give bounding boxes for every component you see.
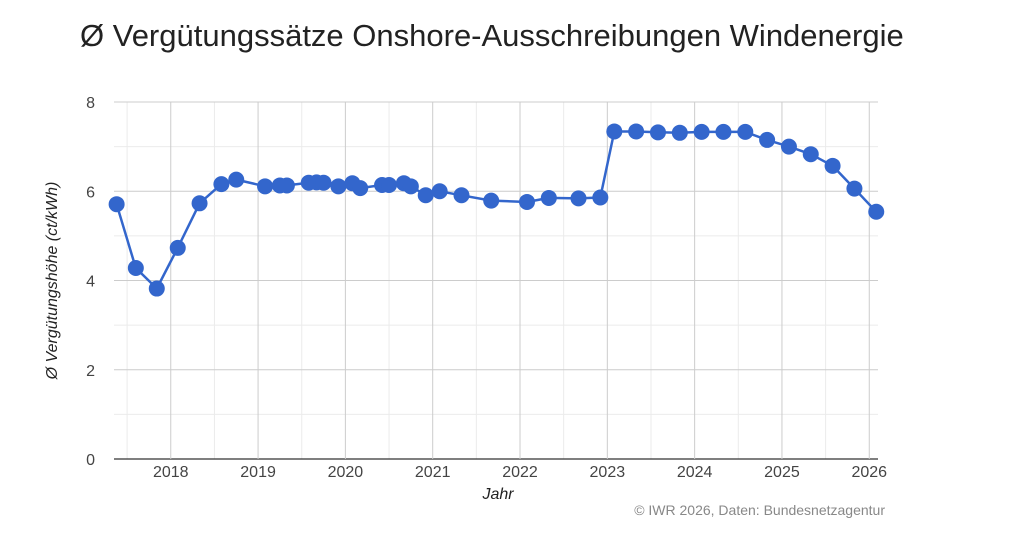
data-point — [628, 123, 645, 140]
data-point — [715, 123, 732, 140]
data-point — [540, 189, 557, 206]
data-point — [127, 260, 144, 277]
data-point — [417, 187, 434, 204]
data-point — [228, 171, 245, 188]
data-point — [592, 189, 609, 206]
x-axis-title: Jahr — [481, 486, 514, 503]
data-point — [802, 146, 819, 163]
data-point — [846, 180, 863, 197]
y-tick-label: 6 — [86, 184, 95, 201]
y-axis-title: Ø Vergütungshöhe (ct/kWh) — [44, 182, 61, 381]
chart-title: Ø Vergütungssätze Onshore-Ausschreibunge… — [80, 18, 904, 53]
data-point — [431, 183, 448, 200]
x-tick-label: 2026 — [851, 464, 887, 481]
data-point — [570, 190, 587, 207]
data-point — [671, 124, 688, 141]
x-tick-label: 2023 — [590, 464, 626, 481]
major-gridlines — [114, 101, 878, 460]
data-point — [191, 195, 208, 212]
data-point — [518, 193, 535, 210]
x-tick-label: 2020 — [328, 464, 364, 481]
data-point — [330, 178, 347, 195]
x-tick-label: 2024 — [677, 464, 713, 481]
x-tick-label: 2025 — [764, 464, 800, 481]
x-tick-label: 2018 — [153, 464, 189, 481]
data-point — [737, 123, 754, 140]
data-point — [108, 196, 125, 213]
data-point — [606, 123, 623, 140]
data-point — [169, 239, 186, 256]
data-point — [453, 187, 470, 204]
x-axis-ticks: 2018 2019 2020 2021 2022 2023 2024 2025 2026 — [153, 464, 887, 481]
data-point — [780, 138, 797, 155]
data-point — [483, 192, 500, 209]
y-tick-label: 4 — [86, 274, 95, 291]
series-line — [115, 130, 878, 290]
y-tick-label: 2 — [86, 363, 95, 380]
data-point — [148, 280, 165, 297]
x-tick-label: 2019 — [240, 464, 276, 481]
y-tick-label: 0 — [86, 452, 95, 469]
data-point — [381, 177, 398, 194]
y-axis-ticks: 0 2 4 6 8 — [86, 95, 95, 469]
y-tick-label: 8 — [86, 95, 95, 112]
data-series — [108, 123, 885, 297]
data-point — [352, 180, 369, 197]
source-note: © IWR 2026, Daten: Bundesnetzagentur — [634, 502, 885, 518]
data-point — [759, 131, 776, 148]
data-point — [213, 176, 230, 193]
data-point — [402, 178, 419, 195]
data-point — [278, 177, 295, 194]
data-point — [693, 123, 710, 140]
data-point — [824, 157, 841, 174]
data-point — [649, 124, 666, 141]
data-point — [257, 178, 274, 195]
data-point — [315, 174, 332, 191]
x-tick-label: 2021 — [415, 464, 451, 481]
data-point — [868, 203, 885, 220]
x-tick-label: 2022 — [502, 464, 538, 481]
